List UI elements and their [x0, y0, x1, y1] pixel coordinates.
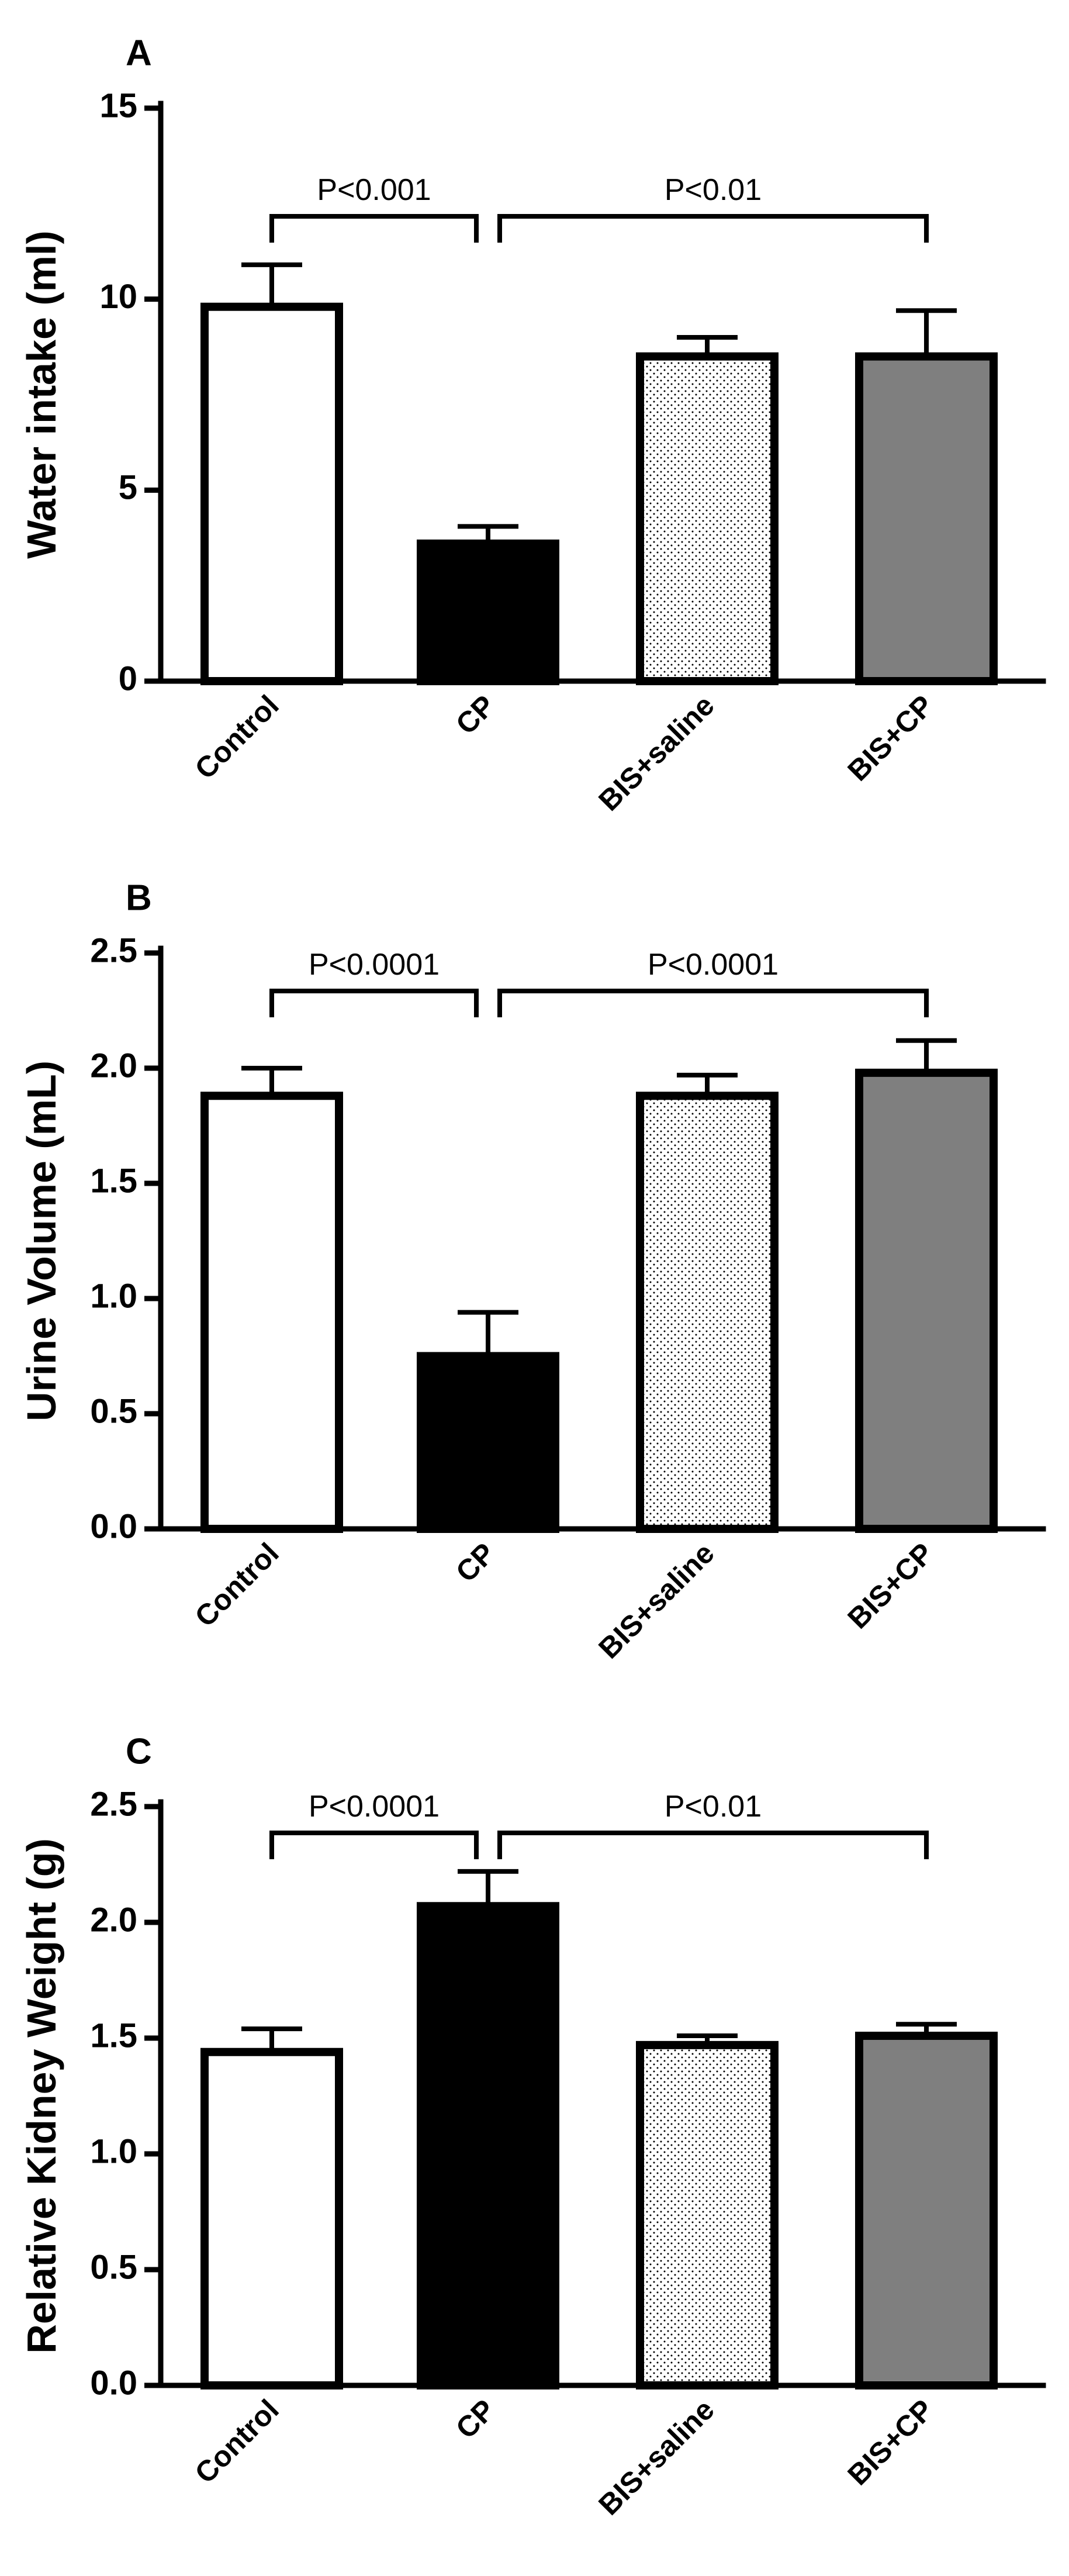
panel-letter: B	[126, 878, 152, 918]
bar-bis-saline	[636, 2040, 779, 2389]
significance-bracket	[497, 214, 929, 243]
bar-bis-saline	[636, 1092, 779, 1533]
p-value-label: P<0.01	[665, 173, 762, 207]
y-tick-label: 0.5	[90, 1392, 137, 1430]
p-value-label: P<0.01	[665, 1790, 762, 1824]
x-tick-label: CP	[449, 689, 501, 741]
significance-bracket	[269, 214, 479, 243]
y-tick-label: 1.0	[90, 2132, 137, 2170]
bar-bis-cp	[855, 1068, 998, 1533]
bar-bis-cp	[855, 2032, 998, 2390]
y-tick-label: 2.0	[90, 1901, 137, 1939]
chart-panel-c: C Relative Kidney Weight (g) 0.0 0.5 1.0 1.5 2…	[19, 1731, 1046, 2522]
y-tick-label: 0.5	[90, 2248, 137, 2286]
x-tick-label: Control	[189, 689, 285, 785]
significance-bracket	[269, 989, 479, 1017]
p-value-label: P<0.0001	[309, 948, 440, 982]
p-value-label: P<0.0001	[309, 1790, 440, 1824]
bar-bis-saline	[636, 352, 779, 685]
x-tick-label: Control	[189, 1536, 285, 1633]
y-axis-label: Water intake (ml)	[19, 230, 64, 558]
significance-bracket	[497, 1831, 929, 1859]
y-tick-label: 1.5	[90, 1162, 137, 1200]
y-tick-label: 15	[99, 87, 137, 125]
chart-panel-b: B Urine Volume (mL) 0.0 0.5 1.0 1.5 2.0 2.5 Cont…	[19, 878, 1046, 1665]
x-tick-label: CP	[449, 2393, 501, 2445]
y-axis-label: Relative Kidney Weight (g)	[19, 1838, 64, 2354]
bar-control	[200, 302, 343, 685]
significance-bracket	[269, 1831, 479, 1859]
p-value-label: P<0.001	[317, 173, 431, 207]
x-tick-label: BIS+CP	[841, 689, 939, 787]
bar-cp	[417, 1902, 559, 2389]
significance-bracket	[497, 989, 929, 1017]
x-tick-label: Control	[189, 2393, 285, 2489]
x-tick-label: BIS+CP	[841, 1536, 939, 1635]
y-tick-label: 2.5	[90, 1785, 137, 1823]
x-tick-label: BIS+CP	[841, 2393, 939, 2491]
p-value-label: P<0.0001	[648, 948, 779, 982]
y-tick-label: 10	[99, 278, 137, 316]
bar-bis-cp	[855, 352, 998, 685]
bar-control	[200, 1092, 343, 1533]
chart-panel-a: A Water intake (ml) 0 5 10 15 Control CP BIS+sal…	[19, 33, 1046, 817]
x-tick-label: BIS+saline	[592, 1536, 720, 1665]
x-tick-label: CP	[449, 1536, 501, 1589]
y-tick-label: 0	[119, 659, 137, 697]
y-tick-label: 1.0	[90, 1277, 137, 1315]
y-tick-label: 5	[119, 469, 137, 507]
y-tick-label: 2.0	[90, 1047, 137, 1085]
x-tick-label: BIS+saline	[592, 689, 720, 817]
bar-cp	[417, 539, 559, 685]
y-tick-label: 0.0	[90, 2364, 137, 2402]
y-tick-label: 1.5	[90, 2016, 137, 2054]
y-tick-label: 2.5	[90, 931, 137, 969]
y-tick-label: 0.0	[90, 1507, 137, 1545]
panel-letter: A	[126, 33, 152, 73]
bar-cp	[417, 1352, 559, 1533]
bar-control	[200, 2047, 343, 2389]
panel-letter: C	[126, 1731, 152, 1772]
y-axis-label: Urine Volume (mL)	[19, 1061, 64, 1421]
x-tick-label: BIS+saline	[592, 2393, 720, 2521]
